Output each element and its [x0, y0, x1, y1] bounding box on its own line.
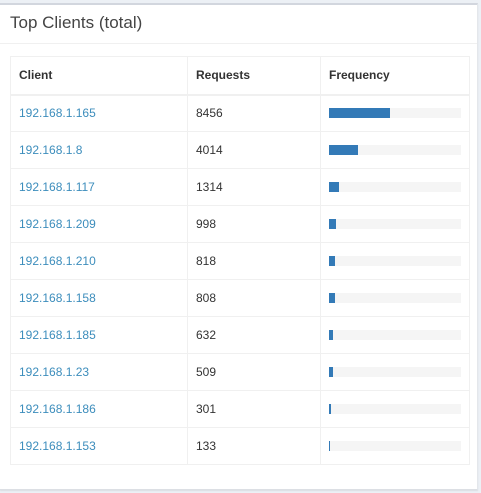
client-link[interactable]: 192.168.1.8: [19, 143, 83, 157]
frequency-progress-bar: [329, 145, 358, 155]
requests-cell: 998: [187, 205, 321, 243]
table-row: 192.168.1.186 301: [10, 390, 470, 428]
frequency-progress-bar: [329, 367, 333, 377]
client-cell: 192.168.1.8: [10, 131, 188, 169]
frequency-progress-bar: [329, 219, 337, 229]
frequency-progress-bar: [329, 108, 390, 119]
frequency-cell: [320, 94, 470, 132]
client-link[interactable]: 192.168.1.185: [19, 328, 96, 342]
requests-cell: 1314: [187, 168, 321, 206]
table-row: 192.168.1.165 8456: [10, 94, 470, 132]
table-row: 192.168.1.153 133: [10, 427, 470, 465]
frequency-cell: [320, 390, 470, 428]
table-row: 192.168.1.8 4014: [10, 131, 470, 169]
requests-cell: 632: [187, 316, 321, 354]
client-link[interactable]: 192.168.1.153: [19, 439, 96, 453]
client-link[interactable]: 192.168.1.210: [19, 254, 96, 268]
requests-cell: 818: [187, 242, 321, 280]
requests-cell: 509: [187, 353, 321, 391]
frequency-progress: [329, 293, 461, 303]
client-cell: 192.168.1.186: [10, 390, 188, 428]
frequency-progress: [329, 441, 461, 451]
panel-header: Top Clients (total): [0, 5, 477, 44]
frequency-cell: [320, 205, 470, 243]
frequency-progress-bar: [329, 441, 330, 451]
client-link[interactable]: 192.168.1.165: [19, 106, 96, 121]
table-header-row: Client Requests Frequency: [10, 56, 470, 96]
column-header-frequency: Frequency: [320, 56, 470, 96]
client-cell: 192.168.1.165: [10, 94, 188, 132]
table-body: 192.168.1.165 8456 192.168.1.8 4014 192.168.…: [10, 94, 470, 465]
client-link[interactable]: 192.168.1.186: [19, 402, 96, 416]
frequency-progress: [329, 182, 461, 192]
frequency-cell: [320, 316, 470, 354]
client-link[interactable]: 192.168.1.158: [19, 291, 96, 305]
client-cell: 192.168.1.158: [10, 279, 188, 317]
client-cell: 192.168.1.23: [10, 353, 188, 391]
requests-cell: 4014: [187, 131, 321, 169]
top-clients-panel: Top Clients (total) Client Requests Freq…: [0, 3, 478, 490]
top-clients-table: Client Requests Frequency 192.168.1.165 8…: [10, 56, 470, 465]
table-row: 192.168.1.158 808: [10, 279, 470, 317]
client-cell: 192.168.1.210: [10, 242, 188, 280]
table-row: 192.168.1.117 1314: [10, 168, 470, 206]
requests-cell: 301: [187, 390, 321, 428]
frequency-progress: [329, 108, 461, 119]
panel-title: Top Clients (total): [10, 13, 143, 32]
frequency-progress-bar: [329, 182, 339, 192]
requests-cell: 133: [187, 427, 321, 465]
table-row: 192.168.1.209 998: [10, 205, 470, 243]
table-row: 192.168.1.210 818: [10, 242, 470, 280]
frequency-progress: [329, 256, 461, 266]
frequency-progress-bar: [329, 330, 334, 340]
table-row: 192.168.1.23 509: [10, 353, 470, 391]
frequency-progress-bar: [329, 256, 335, 266]
frequency-cell: [320, 242, 470, 280]
requests-cell: 808: [187, 279, 321, 317]
frequency-cell: [320, 131, 470, 169]
frequency-progress: [329, 330, 461, 340]
frequency-progress-bar: [329, 404, 332, 414]
frequency-cell: [320, 353, 470, 391]
frequency-progress: [329, 145, 461, 155]
frequency-progress: [329, 367, 461, 377]
client-cell: 192.168.1.153: [10, 427, 188, 465]
client-cell: 192.168.1.185: [10, 316, 188, 354]
frequency-cell: [320, 168, 470, 206]
column-header-requests: Requests: [187, 56, 321, 96]
client-cell: 192.168.1.117: [10, 168, 188, 206]
client-link[interactable]: 192.168.1.23: [19, 365, 90, 379]
requests-cell: 8456: [187, 94, 321, 132]
frequency-progress: [329, 219, 461, 229]
client-link[interactable]: 192.168.1.117: [19, 180, 95, 194]
client-cell: 192.168.1.209: [10, 205, 188, 243]
frequency-progress-bar: [329, 293, 335, 303]
column-header-client: Client: [10, 56, 188, 96]
frequency-cell: [320, 279, 470, 317]
client-link[interactable]: 192.168.1.209: [19, 217, 96, 231]
table-row: 192.168.1.185 632: [10, 316, 470, 354]
top-clients-table-wrapper: Client Requests Frequency 192.168.1.165 8…: [10, 56, 470, 465]
frequency-cell: [320, 427, 470, 465]
frequency-progress: [329, 404, 461, 414]
